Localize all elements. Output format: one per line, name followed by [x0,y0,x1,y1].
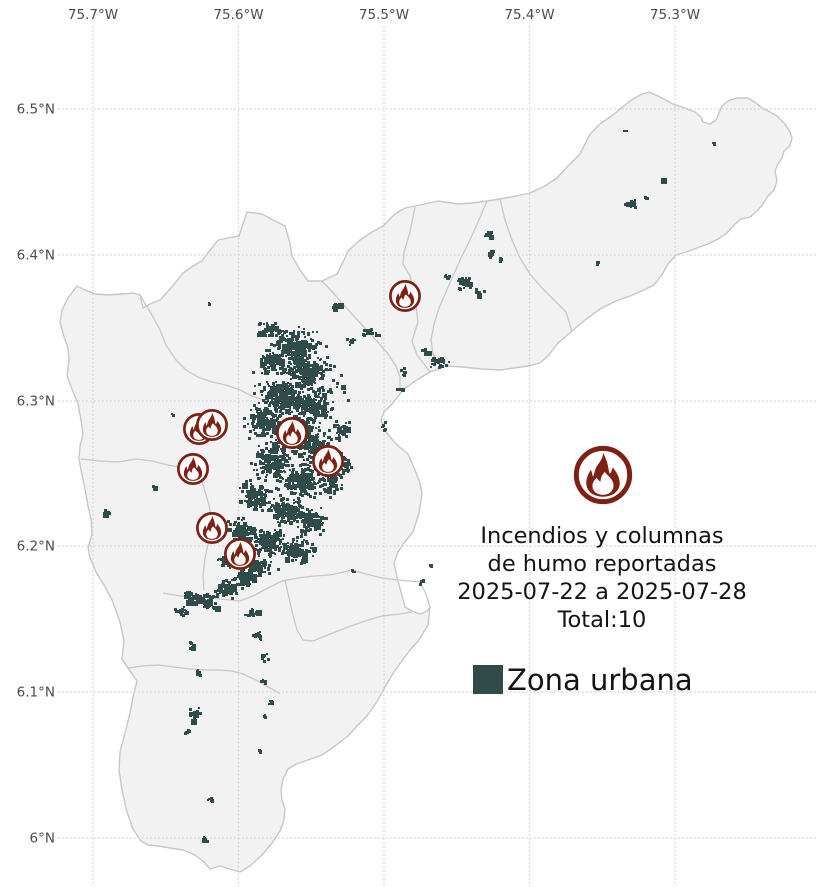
legend-title-line-1: Incendios y columnas [480,523,723,549]
lat-tick-label: 6.1°N [17,685,55,701]
legend-urban-label: Zona urbana [507,663,693,697]
municipality-boundary [321,280,401,390]
legend-date-range: 2025-07-22 a 2025-07-28 [457,579,747,605]
fire-icon [389,280,421,312]
lon-tick-label: 75.4°W [504,7,554,23]
axis-labels: 75.7°W 75.6°W 75.5°W 75.4°W 75.3°W 6.5°N 6.4°N… [17,7,700,847]
fire-icon [276,417,308,449]
fire-icon [196,512,228,544]
fire-icon [312,445,344,477]
lat-tick-label: 6.5°N [17,102,55,118]
lat-tick-label: 6.3°N [17,394,55,410]
legend-title-line-2: de humo reportadas [488,551,717,577]
lat-tick-label: 6.4°N [17,248,55,264]
lon-tick-label: 75.6°W [213,7,263,23]
fire-icon [177,453,209,485]
lon-tick-label: 75.3°W [650,7,700,23]
lat-tick-label: 6.2°N [17,539,55,555]
lon-tick-label: 75.5°W [359,7,409,23]
gridlines [58,26,818,887]
municipality-boundary [162,569,431,608]
lon-tick-label: 75.7°W [68,7,118,23]
fire-icon [224,538,256,570]
municipality-boundary [127,664,281,695]
municipality-boundary [312,611,413,642]
municipality-boundary [139,294,281,407]
lat-tick-label: 6°N [30,831,55,847]
municipality-boundary [284,579,314,642]
municipality-boundary [430,200,488,367]
legend-total-count: Total:10 [557,607,647,633]
legend: Incendios y columnas de humo reportadas … [457,448,747,697]
fire-icon [196,409,228,441]
legend-urban-swatch [473,665,503,694]
region-boundary [59,91,793,873]
fire-icon [576,448,629,501]
